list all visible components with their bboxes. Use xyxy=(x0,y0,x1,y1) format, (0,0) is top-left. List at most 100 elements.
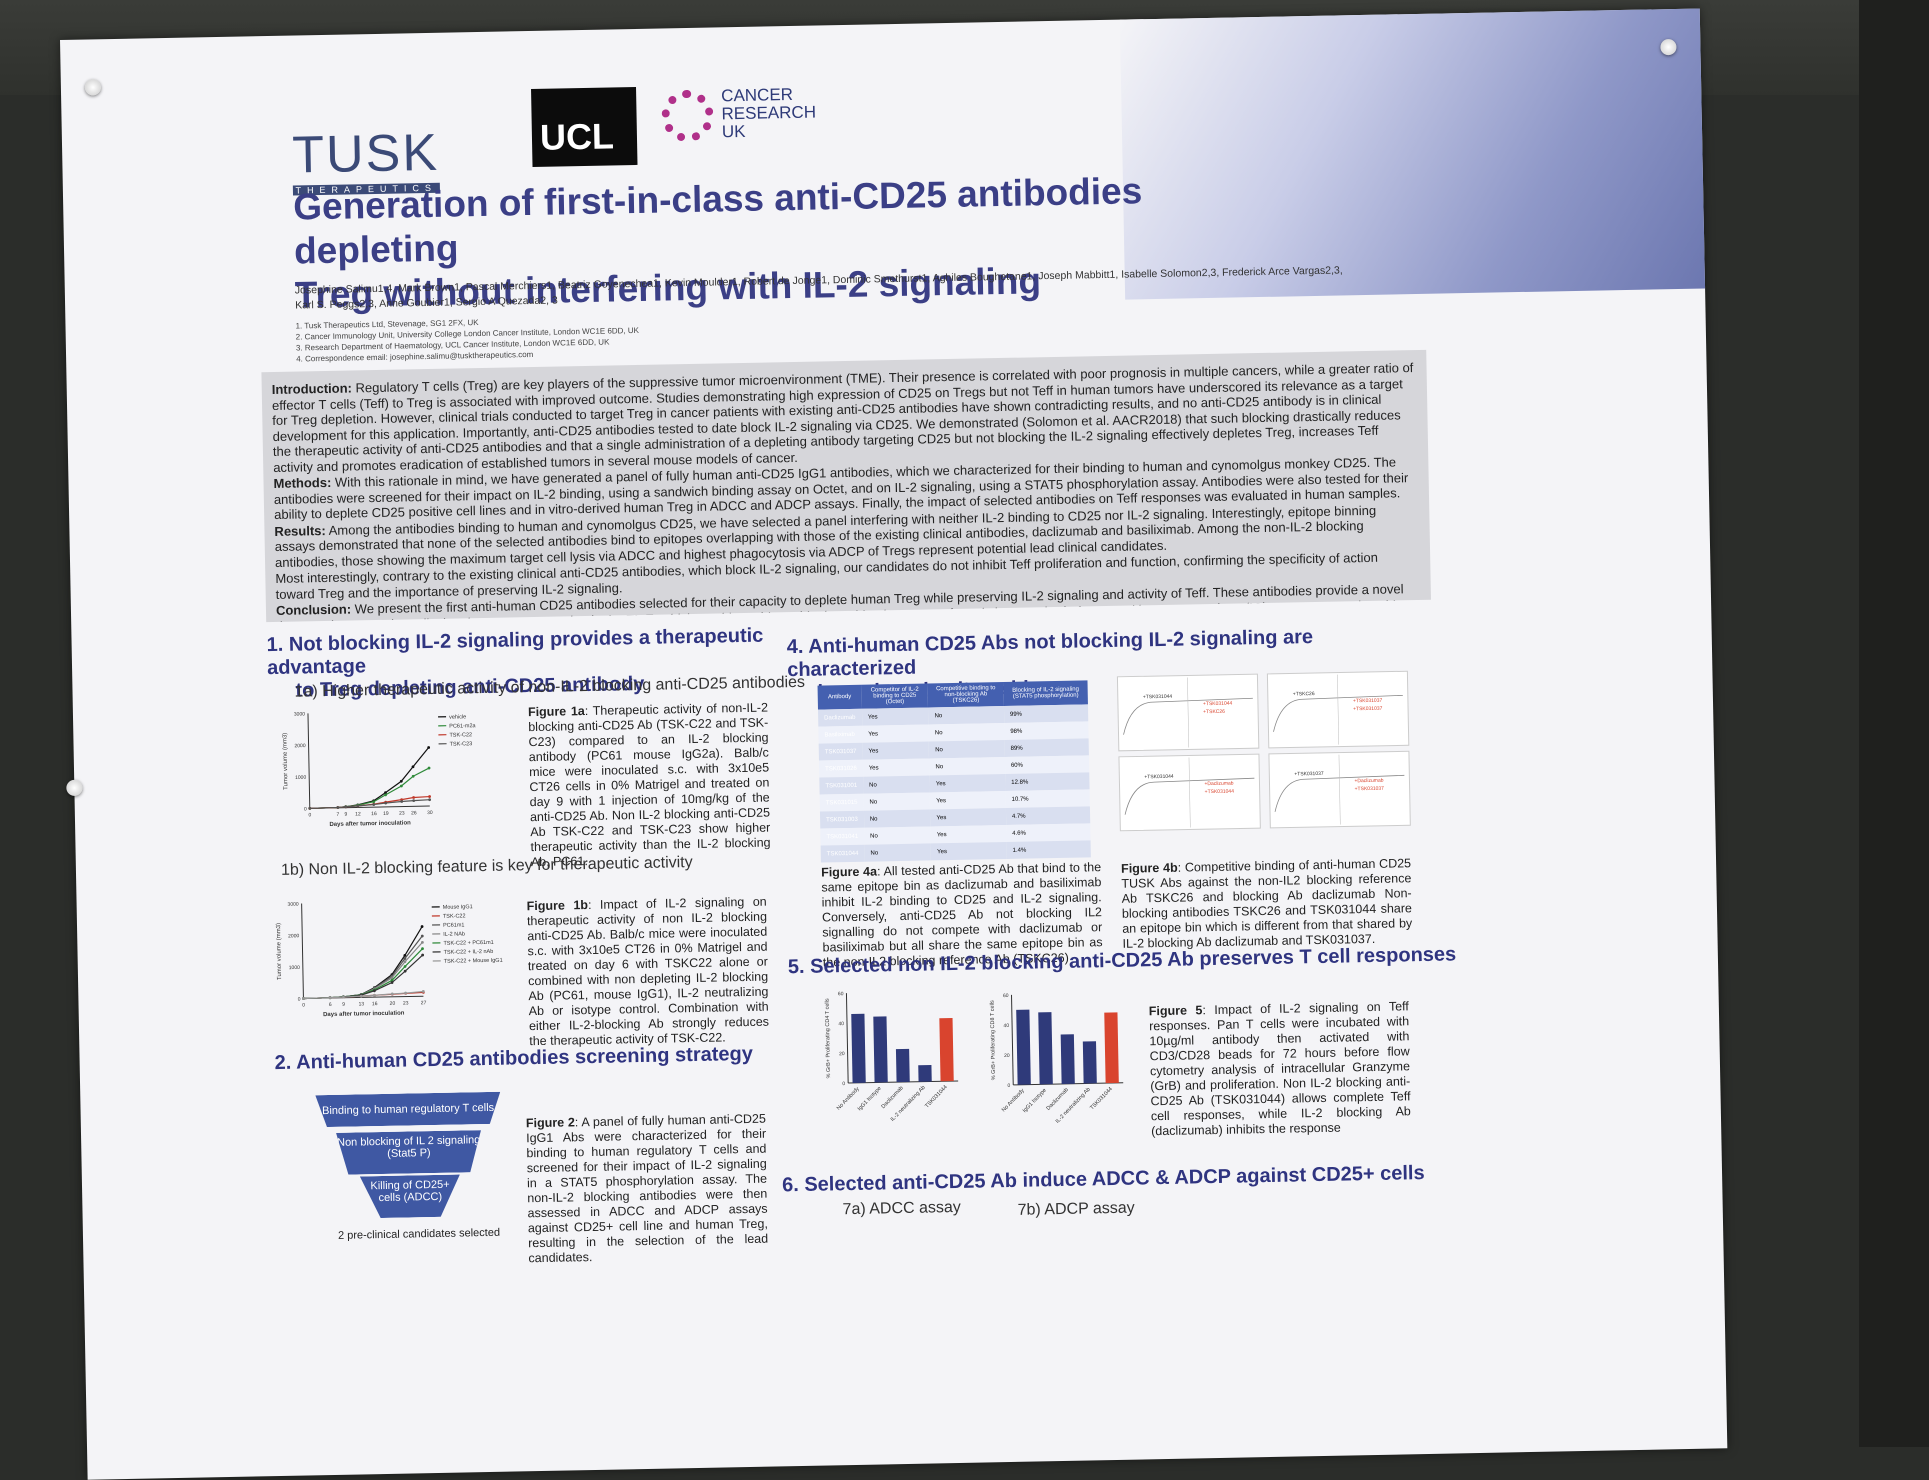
data-point xyxy=(308,807,311,810)
x-tick-label: 20 xyxy=(390,1001,396,1007)
data-point xyxy=(302,997,305,1000)
funnel-result: 2 pre-clinical candidates selected xyxy=(338,1226,500,1244)
bar xyxy=(1083,1041,1097,1083)
table-header: Competitor of IL-2 binding to CD25 (Octe… xyxy=(861,683,928,708)
y-axis-label: % GrB+ Proliferating CD8 T cells xyxy=(990,1000,998,1080)
sensorgram-label: +TSK031037 xyxy=(1294,771,1324,778)
legend-label: TSK-C22 xyxy=(443,913,466,919)
sensorgram-label: +TSK031037 xyxy=(1353,706,1383,713)
sensorgram-label: +TSK031037 xyxy=(1353,698,1383,705)
legend-label: TSK-C22 xyxy=(449,732,472,738)
ucl-logo: UCL xyxy=(531,87,637,167)
y-tick-label: 0 xyxy=(1007,1083,1010,1089)
figure-4b-caption: Figure 4b: Competitive binding of anti-h… xyxy=(1121,856,1413,952)
sensorgram-label: +TSK031044 xyxy=(1144,774,1174,781)
table-cell: 60% xyxy=(1005,755,1089,774)
bar xyxy=(1016,1010,1031,1085)
x-tick-label: 23 xyxy=(399,811,405,817)
x-tick-label: IgG1 Isotype xyxy=(1022,1087,1048,1114)
x-tick-label: IgG1 Isotype xyxy=(857,1086,883,1113)
table-cell: Yes xyxy=(862,724,929,742)
bar xyxy=(896,1049,910,1082)
data-point xyxy=(373,994,376,997)
abstract-box: Introduction: Regulatory T cells (Treg) … xyxy=(261,350,1431,622)
y-axis xyxy=(302,904,304,999)
y-axis xyxy=(1012,995,1014,1085)
table-cell: No xyxy=(864,843,931,861)
bar xyxy=(1038,1012,1053,1084)
table-cell: No xyxy=(864,809,931,827)
section-1b-subtitle: 1b) Non IL-2 blocking feature is key for… xyxy=(281,854,693,880)
x-tick-label: 12 xyxy=(355,811,361,817)
y-tick-label: 60 xyxy=(1003,993,1009,999)
section-7a-subtitle: 7a) ADCC assay xyxy=(842,1199,961,1219)
table-cell: Yes xyxy=(931,842,1007,860)
poster: TUSK THERAPEUTICS UCL CANCER RESEARCH UK… xyxy=(60,9,1727,1480)
figure-1b-caption: Figure 1b: Impact of IL-2 signaling on t… xyxy=(527,895,770,1050)
table-cell: TSK031044 xyxy=(821,845,865,863)
y-tick-label: 20 xyxy=(1004,1053,1010,1059)
y-tick-label: 60 xyxy=(838,991,844,997)
section-6-title: 6. Selected anti-CD25 Ab induce ADCC & A… xyxy=(782,1162,1425,1197)
figure-1a-caption: Figure 1a: Therapeutic activity of non-I… xyxy=(528,701,771,871)
table-cell: Yes xyxy=(931,825,1007,843)
bar xyxy=(1061,1034,1075,1084)
x-tick-label: 6 xyxy=(329,1002,332,1008)
x-tick-label: 16 xyxy=(372,1001,378,1007)
table-cell: TSK031026 xyxy=(819,760,863,778)
sensorgram-label: +TSK031037 xyxy=(1355,786,1385,793)
table-cell: Yes xyxy=(930,808,1006,826)
y-tick-label: 3000 xyxy=(294,711,305,717)
y-tick-label: 0 xyxy=(842,1081,845,1087)
y-axis-label: % GrB+ Proliferating CD4 T cells xyxy=(825,998,833,1078)
funnel-step-adcc: Killing of CD25+ cells (ADCC) xyxy=(360,1175,461,1219)
y-tick-label: 20 xyxy=(839,1051,845,1057)
data-point xyxy=(412,796,415,799)
y-tick-label: 40 xyxy=(1003,1023,1009,1029)
section-7b-subtitle: 7b) ADCP assay xyxy=(1017,1200,1134,1220)
table-cell: TSK031015 xyxy=(820,794,864,812)
table-cell: Daclizumab xyxy=(818,709,862,727)
data-point xyxy=(428,795,431,798)
sensorgram-label: +TSKC26 xyxy=(1293,691,1315,697)
y-tick-label: 3000 xyxy=(287,902,298,908)
table-cell: Yes xyxy=(862,707,929,725)
x-tick-label: 26 xyxy=(411,810,417,816)
table-cell: 12.8% xyxy=(1005,772,1089,791)
x-tick-label: 0 xyxy=(302,1002,305,1008)
funnel-step-binding: Binding to human regulatory T cells xyxy=(315,1092,501,1128)
affiliations: 1. Tusk Therapeutics Ltd, Stevenage, SG1… xyxy=(295,314,639,365)
table-cell: Yes xyxy=(863,758,930,776)
pin xyxy=(66,780,82,796)
x-axis-label: Days after tumor inoculation xyxy=(323,1011,405,1019)
sensorgram-label: +Daclizumab xyxy=(1204,781,1233,788)
x-tick-label: 30 xyxy=(427,810,433,816)
table-cell: No xyxy=(863,775,930,793)
table-cell: Basiliximab xyxy=(818,726,862,744)
legend-label: PC61-m2a xyxy=(449,723,476,730)
table-cell: No xyxy=(929,757,1005,775)
legend-label: TSK-C22 + Mouse IgG1 xyxy=(444,958,503,965)
bar xyxy=(1104,1012,1119,1083)
table-cell: TSK031041 xyxy=(820,828,864,846)
table-cell: TSK031037 xyxy=(819,743,863,761)
x-tick-label: 9 xyxy=(344,812,347,818)
x-tick-label: 23 xyxy=(403,1000,409,1006)
legend-label: IL-2 NAb xyxy=(443,931,465,937)
table-cell: No xyxy=(863,792,930,810)
x-tick-label: 27 xyxy=(421,1000,427,1006)
table-cell: Yes xyxy=(862,741,929,759)
bar xyxy=(851,1014,866,1083)
section-2-title: 2. Anti-human CD25 antibodies screening … xyxy=(274,1043,753,1075)
legend-label: PC61m1 xyxy=(443,922,465,928)
y-tick-label: 0 xyxy=(304,806,307,812)
y-tick-label: 0 xyxy=(298,997,301,1003)
table-cell: TSK031001 xyxy=(819,777,863,795)
table-cell: 89% xyxy=(1004,738,1088,757)
bar xyxy=(939,1018,953,1081)
table-cell: 98% xyxy=(1004,721,1088,740)
